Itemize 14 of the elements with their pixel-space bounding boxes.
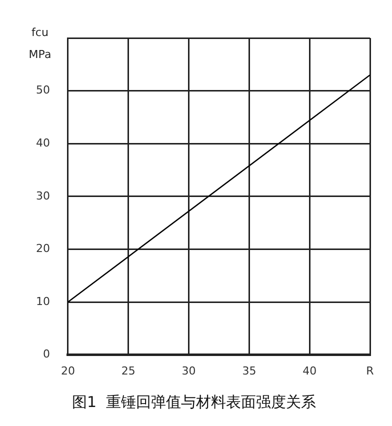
- x-tick-label: 20: [60, 364, 75, 378]
- y-tick-label: 0: [42, 348, 50, 361]
- x-tick-label: 35: [242, 364, 256, 378]
- x-tick-label: R: [366, 364, 374, 378]
- y-tick-label: 30: [36, 189, 50, 202]
- y-tick-label: 40: [36, 136, 50, 150]
- x-tick-label: 25: [121, 364, 136, 378]
- y-tick-label: 20: [36, 242, 50, 256]
- y-tick-label: 10: [36, 294, 50, 308]
- x-tick-label: 30: [182, 364, 196, 378]
- y-tick-label: 50: [36, 84, 50, 97]
- text: 图1 重锤回弹值与材料表面强度关系: [72, 392, 316, 411]
- y-axis-title: fcu MPa: [28, 26, 52, 61]
- x-tick-label: 40: [302, 364, 317, 378]
